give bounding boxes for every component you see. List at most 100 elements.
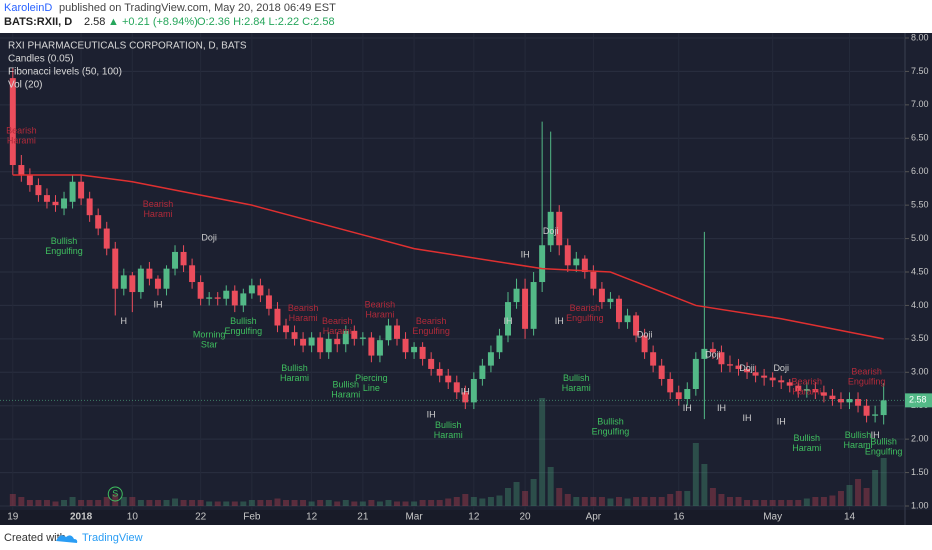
volume-bar (701, 464, 708, 506)
volume-bar (658, 497, 665, 506)
volume-bar (445, 498, 452, 506)
pattern-label: Bullish Harami (844, 430, 873, 450)
ma-line (12, 174, 884, 340)
y-tick-label: 5.50 (911, 200, 929, 210)
x-tick-label: 12 (306, 512, 318, 523)
legend-entry: Fibonacci levels (50, 100) (8, 67, 122, 78)
volume-bar (607, 498, 614, 506)
candle-body (394, 325, 400, 339)
pattern-label-line: Bearish (143, 200, 174, 210)
price: 2.58 (84, 16, 105, 28)
pattern-label-line: IH (153, 300, 162, 310)
candle-body (103, 228, 110, 249)
footer-text: Created with (4, 532, 66, 544)
candle-body (735, 365, 742, 369)
volume-bar (334, 501, 341, 506)
volume-bar (820, 497, 827, 506)
candle-body (539, 245, 546, 283)
ohlc: O:2.36 H:2.84 L:2.22 C:2.58 (197, 16, 335, 28)
x-tick-label: 20 (520, 512, 532, 523)
last-price-box (905, 393, 932, 408)
pattern-label: IH (427, 410, 436, 420)
volume-bar (189, 500, 196, 506)
volume-bar (812, 497, 819, 506)
candle-body (607, 298, 614, 303)
y-tick-label: 8.00 (911, 32, 929, 42)
candle-body (78, 181, 85, 199)
pattern-label-line: IH (683, 403, 692, 413)
candle-body (61, 198, 68, 209)
footer-brand[interactable]: TradingView (82, 532, 143, 544)
pattern-label-line: Doji (637, 330, 653, 340)
candle-body (667, 378, 674, 393)
pattern-label-line: Harami (7, 136, 36, 146)
volume-bar (505, 488, 511, 506)
pattern-label-line: Engulfing (848, 377, 886, 387)
pattern-label-line: H (121, 317, 128, 327)
candle-body (855, 399, 862, 406)
pattern-label: IH (717, 403, 726, 413)
x-tick-label: 14 (844, 512, 856, 523)
x-tick-label: Mar (405, 512, 423, 523)
pattern-label-line: Bullish (563, 373, 590, 383)
candle-body (701, 348, 708, 359)
volume-bar (376, 501, 383, 506)
volume-bar (752, 500, 759, 506)
volume-bar (479, 498, 486, 506)
pattern-label-line: IH (777, 417, 786, 427)
pattern-label: Doji (637, 330, 653, 340)
volume-bar (829, 495, 836, 506)
pattern-label: Bearish Harami (365, 300, 396, 320)
pattern-label-line: Bullish (230, 317, 257, 327)
pattern-label: Bearish Harami (288, 303, 319, 323)
pattern-label-line: IH (521, 250, 530, 260)
volume-bar (368, 500, 375, 506)
y-tick-label: 6.50 (911, 133, 929, 143)
pattern-label-line: Engulfing (225, 327, 263, 337)
candle-body (137, 268, 144, 293)
volume-bar (248, 500, 255, 506)
y-tick-label: 4.00 (911, 300, 929, 310)
pattern-label-line: Piercing (355, 373, 388, 383)
symbol: BATS:RXII, D (4, 16, 72, 28)
author[interactable]: KaroleinD (4, 2, 52, 14)
y-tick-label: 7.50 (911, 66, 929, 76)
candle-body (445, 375, 452, 383)
pattern-label: Doji (705, 350, 721, 360)
pattern-label-line: Doji (773, 363, 789, 373)
candle-body (556, 211, 563, 246)
pattern-label-line: Engulfing (412, 327, 450, 337)
candle-body (359, 337, 366, 339)
candle-body (18, 165, 25, 176)
candle-body (172, 251, 179, 269)
candle-body (351, 330, 358, 339)
candle-body (265, 295, 272, 309)
volume-bar (394, 501, 400, 506)
pattern-label-line: IH (743, 413, 752, 423)
y-tick-label: 1.00 (911, 500, 929, 510)
candle-body (43, 195, 50, 202)
pattern-label-line: Engulfing (865, 447, 903, 457)
candle-body (26, 175, 33, 186)
volume-bar (35, 500, 42, 506)
candle-body (547, 211, 554, 246)
pattern-label: Morning Star (193, 330, 226, 350)
volume-bar (872, 470, 879, 506)
candle-body (880, 400, 887, 416)
candle-body (633, 315, 640, 336)
pattern-label-line: Bullish (794, 434, 821, 444)
candle-body (812, 389, 819, 393)
candle-body (154, 278, 161, 289)
volume-bar (641, 497, 648, 506)
pattern-label: IH (153, 300, 162, 310)
volume-bar (61, 500, 68, 506)
volume-bar (692, 443, 699, 506)
volume-bar (120, 497, 127, 506)
pattern-label: Piercing Line (355, 373, 388, 393)
pattern-label-line: Bearish (792, 377, 823, 387)
candle-body (590, 272, 597, 289)
last-price-label: 2.58 (909, 395, 927, 405)
x-tick-label: 16 (673, 512, 685, 523)
candle-body (726, 364, 733, 366)
